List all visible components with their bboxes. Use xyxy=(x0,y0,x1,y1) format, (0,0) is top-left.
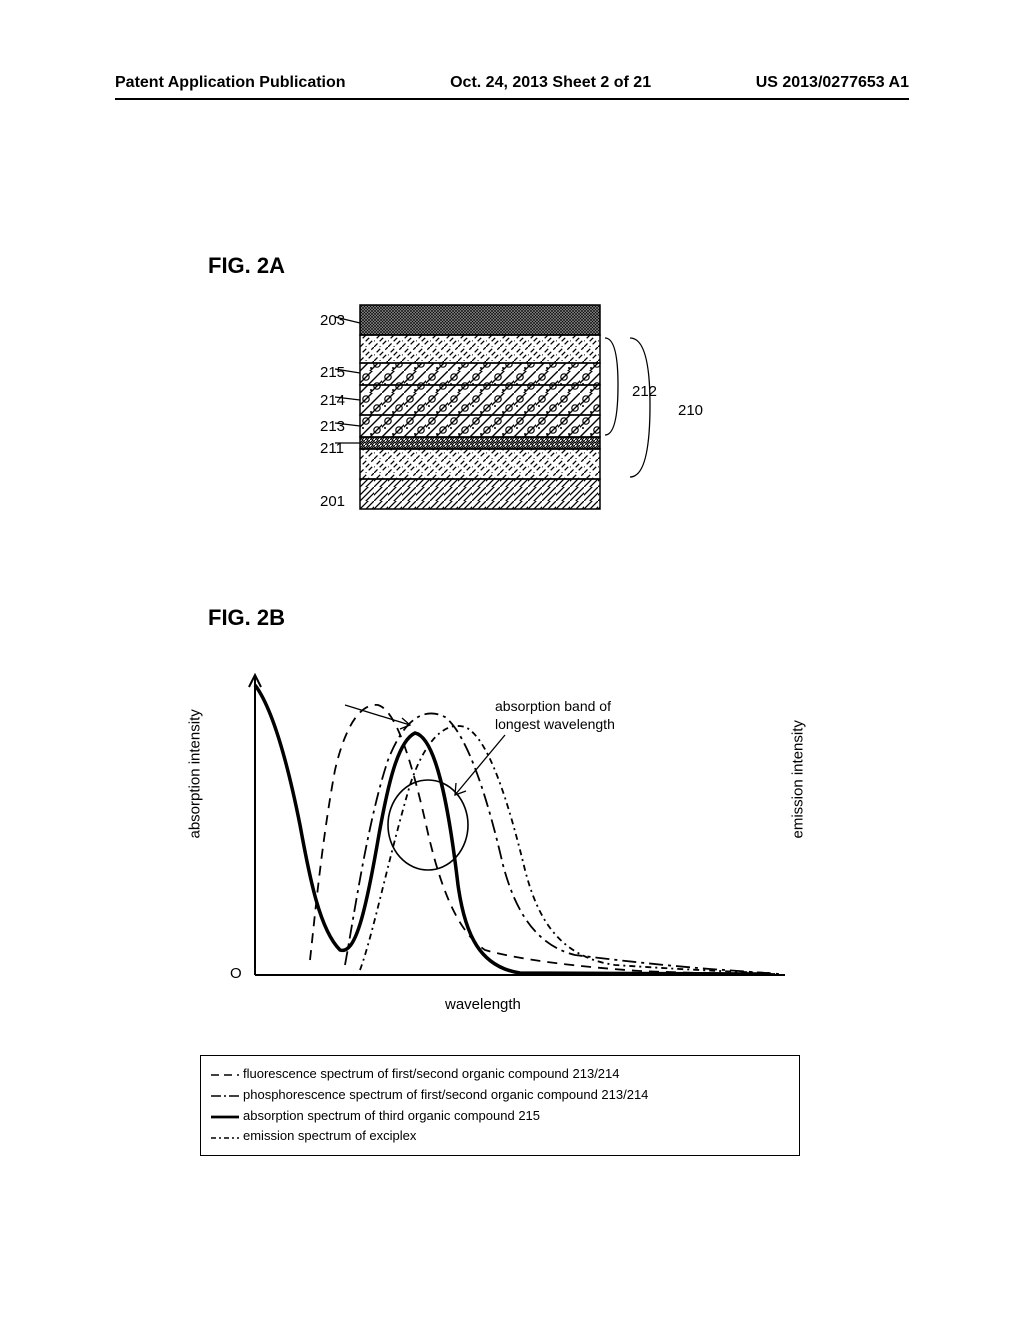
label-211: 211 xyxy=(320,440,344,457)
fig2b-label: FIG. 2B xyxy=(208,605,285,631)
annotation-line2: longest wavelength xyxy=(495,715,615,733)
label-212: 212 xyxy=(632,383,657,400)
legend-box: fluorescence spectrum of first/second or… xyxy=(200,1055,800,1156)
page-header: Patent Application Publication Oct. 24, … xyxy=(115,74,909,92)
legend-dash-3 xyxy=(211,1109,239,1123)
legend-row-3: absorption spectrum of third organic com… xyxy=(211,1106,789,1127)
fig2a-label: FIG. 2A xyxy=(208,253,285,279)
legend-text-1: fluorescence spectrum of first/second or… xyxy=(243,1064,620,1085)
fig2a-diagram xyxy=(300,300,720,565)
layer-211 xyxy=(360,437,600,449)
zero-label: O xyxy=(230,965,242,982)
legend-dash-1 xyxy=(211,1067,239,1081)
bracket-212 xyxy=(605,338,618,435)
fig2a-svg xyxy=(300,300,720,560)
label-214: 214 xyxy=(320,392,345,409)
legend-row-4: emission spectrum of exciplex xyxy=(211,1126,789,1147)
header-right: US 2013/0277653 A1 xyxy=(756,74,909,92)
legend-row-2: phosphorescence spectrum of first/second… xyxy=(211,1085,789,1106)
label-203: 203 xyxy=(320,312,345,329)
y-label-right: emission intensity xyxy=(790,720,807,838)
layer-215 xyxy=(360,363,600,385)
label-213: 213 xyxy=(320,418,345,435)
header-center: Oct. 24, 2013 Sheet 2 of 21 xyxy=(450,74,651,92)
legend-text-2: phosphorescence spectrum of first/second… xyxy=(243,1085,648,1106)
layer-201 xyxy=(360,479,600,509)
legend-text-3: absorption spectrum of third organic com… xyxy=(243,1106,540,1127)
y-label-left: absorption intensity xyxy=(187,709,204,838)
exciplex-curve xyxy=(360,726,770,973)
bracket-210 xyxy=(630,338,650,477)
label-210: 210 xyxy=(678,402,703,419)
label-201: 201 xyxy=(320,493,345,510)
callout-arrow-1 xyxy=(345,705,410,725)
callout-arrow-2 xyxy=(455,735,505,795)
layer-lower-hatch xyxy=(360,449,600,479)
annotation-text: absorption band of longest wavelength xyxy=(495,697,615,733)
legend-text-4: emission spectrum of exciplex xyxy=(243,1126,416,1147)
x-label: wavelength xyxy=(445,996,521,1013)
phosphorescence-curve xyxy=(345,713,780,974)
header-left: Patent Application Publication xyxy=(115,74,346,92)
legend-row-1: fluorescence spectrum of first/second or… xyxy=(211,1064,789,1085)
header-rule xyxy=(115,98,909,100)
annotation-line1: absorption band of xyxy=(495,697,615,715)
layer-upper-hatch xyxy=(360,335,600,363)
legend-dash-4 xyxy=(211,1130,239,1144)
layer-213 xyxy=(360,415,600,437)
legend-dash-2 xyxy=(211,1088,239,1102)
layer-203 xyxy=(360,305,600,335)
label-215: 215 xyxy=(320,364,345,381)
layer-214 xyxy=(360,385,600,415)
